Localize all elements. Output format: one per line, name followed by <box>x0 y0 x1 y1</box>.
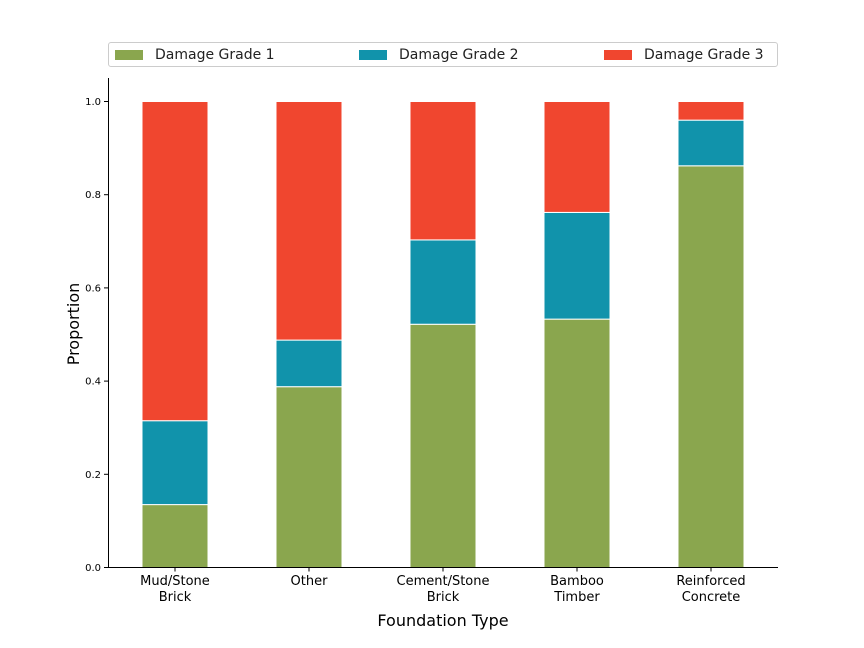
x-tick-label-line: Timber <box>553 590 600 605</box>
bar-segment-grade-1 <box>275 386 343 568</box>
legend-label-grade-2: Damage Grade 2 <box>399 46 519 63</box>
y-tick-label: 0.2 <box>85 470 101 481</box>
x-tick-label-line: Concrete <box>682 590 741 605</box>
bar-segment-grade-3 <box>409 101 477 241</box>
legend-label-grade-3: Damage Grade 3 <box>644 46 764 63</box>
legend-item-grade-2: Damage Grade 2 <box>359 43 519 66</box>
legend: Damage Grade 1 Damage Grade 2 Damage Gra… <box>108 42 778 67</box>
bar-segment-grade-2 <box>677 119 745 167</box>
bar-segment-grade-1 <box>543 318 611 569</box>
legend-swatch-grade-1 <box>115 49 143 60</box>
x-tick-label-line: Reinforced <box>676 574 745 589</box>
legend-swatch-grade-3 <box>604 49 632 60</box>
bar-segment-grade-3 <box>141 101 209 422</box>
x-tick-label: Reinforced Concrete <box>676 574 745 605</box>
y-tick-label: 0.4 <box>85 377 101 388</box>
bar-segment-grade-2 <box>141 420 209 506</box>
x-tick-label-line: Brick <box>427 590 460 605</box>
bar-segment-grade-2 <box>543 211 611 320</box>
x-tick-label-line: Other <box>291 574 329 589</box>
y-tick-label: 0.8 <box>85 190 101 201</box>
x-tick-label: Cement/Stone Brick <box>397 574 490 605</box>
bar-segment-grade-2 <box>275 339 343 388</box>
x-tick-label: Mud/Stone Brick <box>140 574 210 605</box>
y-tick-label: 0.6 <box>85 283 101 294</box>
y-tick-label: 1.0 <box>85 97 101 108</box>
x-axis-label: Foundation Type <box>377 611 508 630</box>
y-axis-label: Proportion <box>64 283 83 366</box>
bar-segment-grade-2 <box>409 239 477 325</box>
y-ticks-group: 0.0 0.2 0.4 0.6 0.8 1.0 <box>85 97 108 574</box>
x-tick-label-line: Bamboo <box>550 574 604 589</box>
bar-segment-grade-3 <box>677 101 745 121</box>
x-tick-label: Other <box>291 574 329 589</box>
bars-group <box>141 101 745 569</box>
legend-swatch-grade-2 <box>359 49 387 60</box>
x-tick-label-line: Cement/Stone <box>397 574 490 589</box>
legend-item-grade-1: Damage Grade 1 <box>115 43 275 66</box>
bar-segment-grade-1 <box>409 323 477 568</box>
x-tick-label-line: Mud/Stone <box>140 574 210 589</box>
bar-segment-grade-1 <box>677 165 745 568</box>
legend-item-grade-3: Damage Grade 3 <box>604 43 764 66</box>
bar-segment-grade-3 <box>275 101 343 341</box>
bar-segment-grade-1 <box>141 504 209 568</box>
x-tick-label: Bamboo Timber <box>550 574 604 605</box>
y-tick-label: 0.0 <box>85 563 101 574</box>
bar-segment-grade-3 <box>543 101 611 213</box>
x-tick-label-line: Brick <box>159 590 192 605</box>
legend-label-grade-1: Damage Grade 1 <box>155 46 275 63</box>
